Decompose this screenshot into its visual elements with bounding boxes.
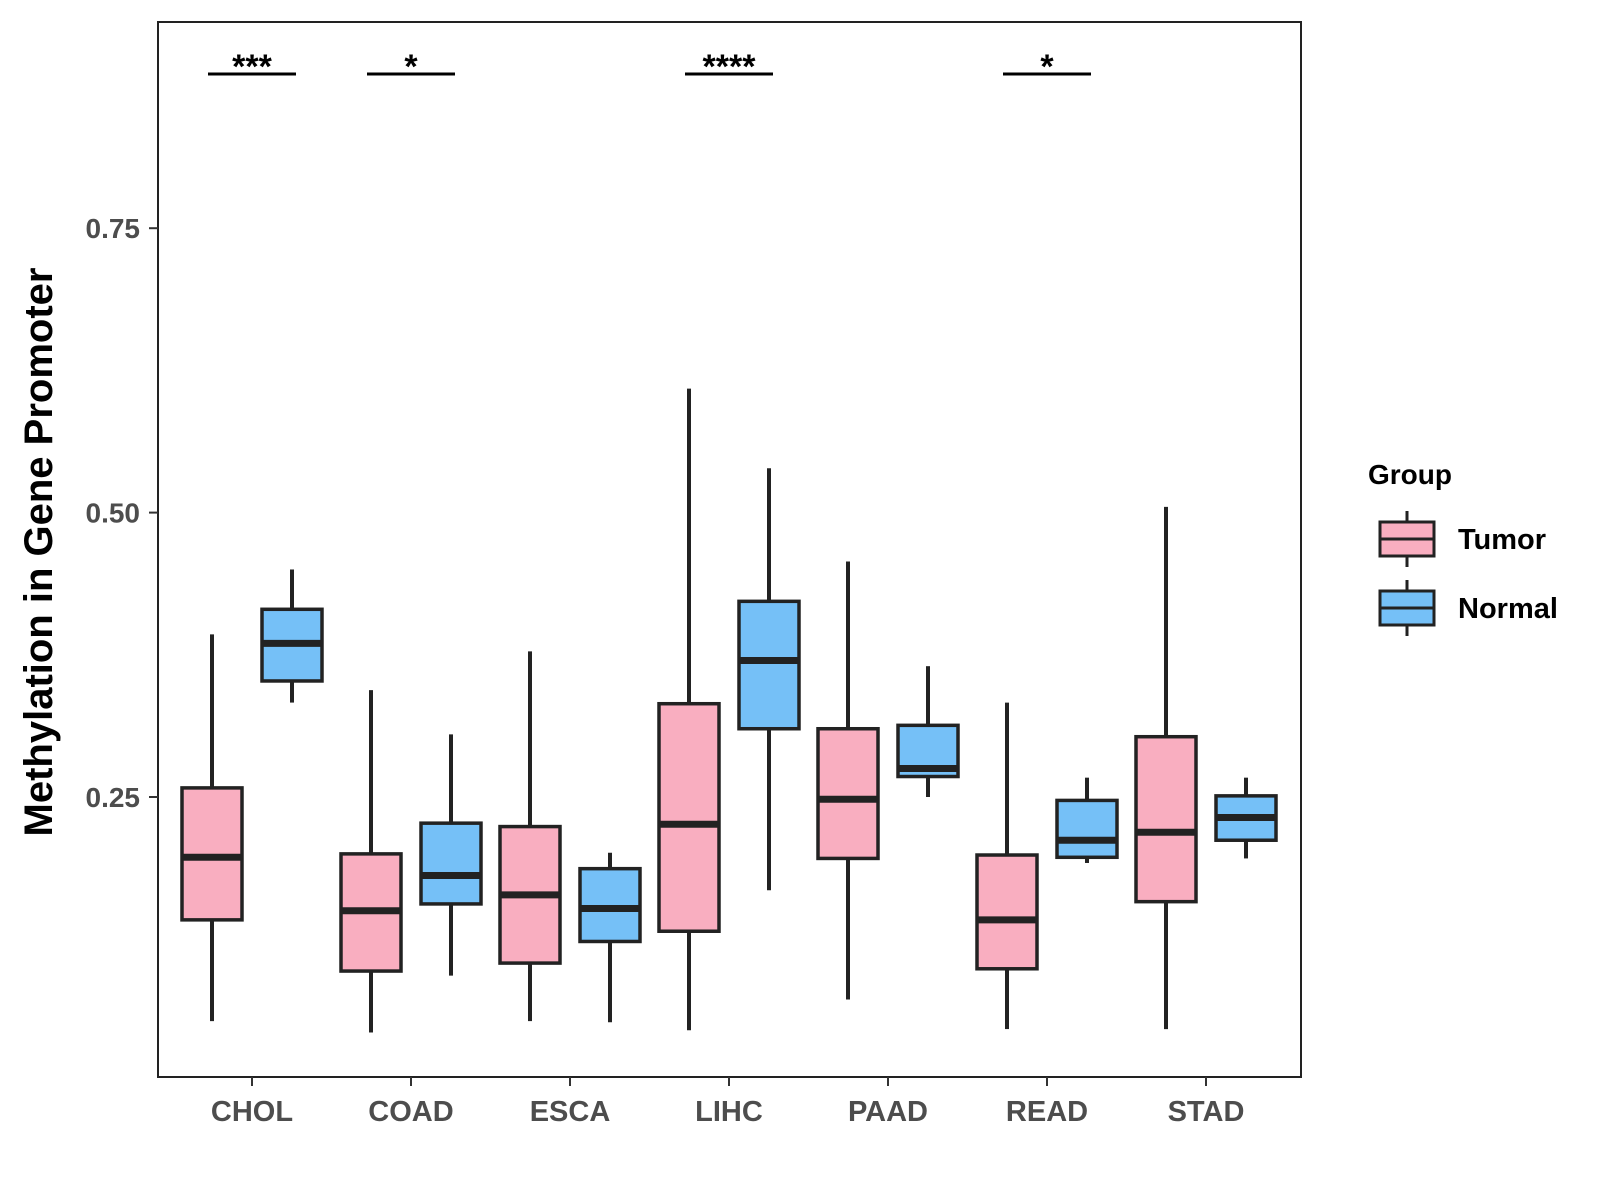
axes: 0.25 0.50 0.75 CHOL COAD ESCA LIHC PAAD READ STAD bbox=[86, 213, 1245, 1128]
significance-label: **** bbox=[703, 48, 757, 86]
plot-panel-border bbox=[157, 21, 1302, 1078]
box-tumor-coad bbox=[339, 690, 403, 1033]
legend-entry-tumor: Tumor bbox=[1378, 511, 1546, 567]
significance-lihc: **** bbox=[685, 48, 773, 86]
box-tumor-lihc bbox=[657, 388, 721, 1031]
y-axis-title: Methylation in Gene Promoter bbox=[17, 268, 61, 837]
box-normal-esca bbox=[578, 852, 642, 1023]
legend-title: Group bbox=[1368, 459, 1452, 490]
box-tumor-read bbox=[975, 702, 1039, 1030]
box-iqr bbox=[1055, 798, 1119, 860]
x-tick-label: READ bbox=[1006, 1096, 1088, 1128]
box-normal-coad bbox=[419, 734, 483, 976]
y-tick-label: 0.75 bbox=[86, 213, 141, 244]
box-tumor-esca bbox=[498, 651, 562, 1022]
significance-label: *** bbox=[232, 48, 272, 86]
box-iqr bbox=[737, 599, 801, 731]
box-iqr bbox=[816, 726, 880, 861]
x-tick-label: STAD bbox=[1168, 1096, 1245, 1128]
box-normal-read bbox=[1055, 777, 1119, 863]
box-iqr bbox=[1134, 734, 1198, 904]
legend: Group Tumor Normal bbox=[1368, 459, 1558, 636]
box-iqr bbox=[419, 821, 483, 906]
legend-entry-normal: Normal bbox=[1378, 580, 1558, 636]
significance-label: * bbox=[404, 48, 418, 86]
significance-coad: * bbox=[367, 48, 455, 86]
box-iqr bbox=[657, 701, 721, 933]
box-tumor-paad bbox=[816, 561, 880, 1000]
box-tumor-chol bbox=[180, 634, 244, 1022]
plot-area: *** * **** * bbox=[180, 48, 1278, 1033]
y-tick-label: 0.50 bbox=[86, 498, 141, 529]
box-normal-chol bbox=[260, 569, 324, 703]
box-normal-lihc bbox=[737, 468, 801, 891]
y-tick-label: 0.25 bbox=[86, 782, 141, 813]
significance-read: * bbox=[1003, 48, 1091, 86]
box-normal-paad bbox=[896, 666, 960, 797]
box-tumor-stad bbox=[1134, 506, 1198, 1030]
box-normal-stad bbox=[1214, 777, 1278, 859]
x-tick-label: CHOL bbox=[211, 1096, 293, 1128]
legend-label: Normal bbox=[1458, 593, 1558, 625]
x-tick-label: ESCA bbox=[530, 1096, 611, 1128]
box-iqr bbox=[975, 853, 1039, 971]
x-tick-label: COAD bbox=[368, 1096, 453, 1128]
legend-label: Tumor bbox=[1458, 524, 1546, 556]
x-tick-label: LIHC bbox=[695, 1096, 763, 1128]
significance-chol: *** bbox=[208, 48, 296, 86]
x-tick-label: PAAD bbox=[848, 1096, 928, 1128]
significance-label: * bbox=[1040, 48, 1054, 86]
